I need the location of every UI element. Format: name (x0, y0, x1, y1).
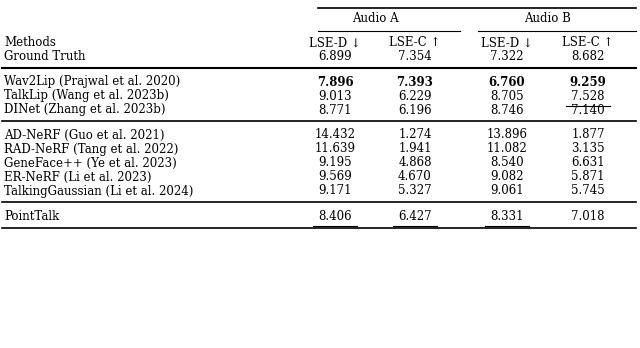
Text: 5.327: 5.327 (398, 184, 432, 198)
Text: 14.432: 14.432 (314, 128, 355, 142)
Text: LSE-C ↑: LSE-C ↑ (563, 37, 614, 49)
Text: 7.528: 7.528 (572, 89, 605, 103)
Text: 11.082: 11.082 (486, 142, 527, 156)
Text: 7.140: 7.140 (571, 103, 605, 117)
Text: AD-NeRF (Guo et al. 2021): AD-NeRF (Guo et al. 2021) (4, 128, 164, 142)
Text: 9.013: 9.013 (318, 89, 352, 103)
Text: DINet (Zhang et al. 2023b): DINet (Zhang et al. 2023b) (4, 103, 166, 117)
Text: 8.705: 8.705 (490, 89, 524, 103)
Text: 9.569: 9.569 (318, 171, 352, 183)
Text: 3.135: 3.135 (571, 142, 605, 156)
Text: 13.896: 13.896 (486, 128, 527, 142)
Text: 8.746: 8.746 (490, 103, 524, 117)
Text: Audio B: Audio B (524, 13, 571, 25)
Text: 6.229: 6.229 (398, 89, 432, 103)
Text: 6.760: 6.760 (489, 76, 525, 88)
Text: 1.274: 1.274 (398, 128, 432, 142)
Text: 7.018: 7.018 (572, 209, 605, 222)
Text: 5.745: 5.745 (571, 184, 605, 198)
Text: Audio A: Audio A (352, 13, 398, 25)
Text: Wav2Lip (Prajwal et al. 2020): Wav2Lip (Prajwal et al. 2020) (4, 76, 180, 88)
Text: ER-NeRF (Li et al. 2023): ER-NeRF (Li et al. 2023) (4, 171, 152, 183)
Text: 8.682: 8.682 (572, 49, 605, 63)
Text: 9.259: 9.259 (570, 76, 606, 88)
Text: 6.427: 6.427 (398, 209, 432, 222)
Text: 7.354: 7.354 (398, 49, 432, 63)
Text: 1.941: 1.941 (398, 142, 432, 156)
Text: 4.670: 4.670 (398, 171, 432, 183)
Text: RAD-NeRF (Tang et al. 2022): RAD-NeRF (Tang et al. 2022) (4, 142, 179, 156)
Text: LSE-C ↑: LSE-C ↑ (389, 37, 441, 49)
Text: LSE-D ↓: LSE-D ↓ (481, 37, 533, 49)
Text: 6.899: 6.899 (318, 49, 352, 63)
Text: 8.406: 8.406 (318, 209, 352, 222)
Text: 7.393: 7.393 (397, 76, 433, 88)
Text: 4.868: 4.868 (398, 157, 432, 169)
Text: TalkingGaussian (Li et al. 2024): TalkingGaussian (Li et al. 2024) (4, 184, 193, 198)
Text: LSE-D ↓: LSE-D ↓ (309, 37, 361, 49)
Text: PointTalk: PointTalk (4, 209, 60, 222)
Text: Methods: Methods (4, 37, 56, 49)
Text: 9.171: 9.171 (318, 184, 352, 198)
Text: GeneFace++ (Ye et al. 2023): GeneFace++ (Ye et al. 2023) (4, 157, 177, 169)
Text: 1.877: 1.877 (572, 128, 605, 142)
Text: 6.631: 6.631 (571, 157, 605, 169)
Text: 9.061: 9.061 (490, 184, 524, 198)
Text: 5.871: 5.871 (572, 171, 605, 183)
Text: 8.331: 8.331 (490, 209, 524, 222)
Text: 8.771: 8.771 (318, 103, 352, 117)
Text: 7.896: 7.896 (317, 76, 353, 88)
Text: 9.082: 9.082 (490, 171, 524, 183)
Text: 7.322: 7.322 (490, 49, 524, 63)
Text: Ground Truth: Ground Truth (4, 49, 86, 63)
Text: 8.540: 8.540 (490, 157, 524, 169)
Text: 11.639: 11.639 (314, 142, 355, 156)
Text: 6.196: 6.196 (398, 103, 432, 117)
Text: 9.195: 9.195 (318, 157, 352, 169)
Text: TalkLip (Wang et al. 2023b): TalkLip (Wang et al. 2023b) (4, 89, 169, 103)
